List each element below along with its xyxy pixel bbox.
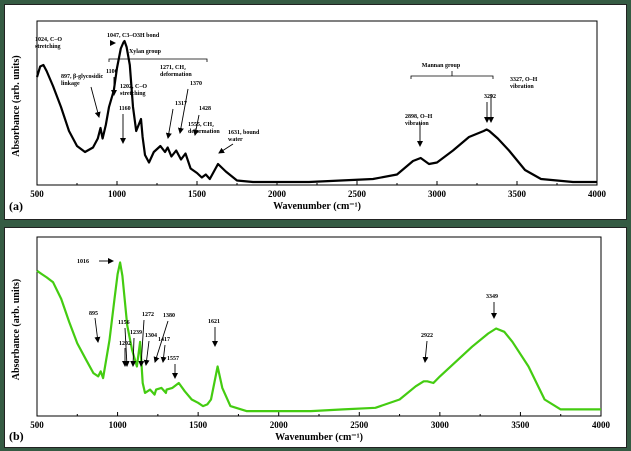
peak-annotation: 1156	[118, 320, 130, 326]
peak-annotation: 1417	[158, 337, 170, 343]
peak-arrow	[130, 337, 137, 367]
x-tick-label: 4000	[592, 420, 611, 430]
peak-arrow	[422, 340, 429, 363]
peak-annotation: 3349	[486, 294, 498, 300]
peak-annotation: 1304	[145, 333, 157, 339]
peak-annotation: 1016	[77, 259, 89, 265]
peak-arrow	[94, 317, 101, 343]
spectrum-line	[35, 39, 597, 184]
xylan-bracket	[108, 58, 208, 62]
x-tick-label: 1500	[188, 189, 207, 199]
peak-arrow	[177, 88, 189, 134]
x-tick-label: 2500	[348, 189, 367, 199]
peak-arrow	[165, 108, 174, 139]
panel-label: (b)	[9, 429, 24, 443]
x-tick-label: 3500	[508, 189, 527, 199]
x-tick-label: 2000	[270, 420, 289, 430]
x-tick-label: 1000	[108, 189, 127, 199]
x-tick-label: 4000	[588, 189, 607, 199]
peak-arrow	[153, 320, 169, 363]
x-tick-label: 3000	[431, 420, 450, 430]
peak-annotation: 1370	[190, 81, 202, 87]
peak-annotation: 1202, C–O stretching	[120, 84, 147, 97]
peak-annotation: 1160	[119, 106, 131, 112]
x-axis-title: Wavenumber (cm⁻¹)	[275, 432, 363, 443]
x-tick-label: 3000	[428, 189, 447, 199]
x-axis-title: Wavenumber (cm⁻¹)	[273, 201, 361, 212]
peak-annotation: 1100	[106, 69, 118, 75]
mannan-bracket	[410, 75, 494, 79]
x-tick-label: 1000	[109, 420, 128, 430]
peak-arrow	[123, 327, 130, 367]
peak-arrow	[218, 143, 234, 154]
peak-annotation: Mannan group	[422, 63, 461, 69]
spectrum-line	[36, 261, 601, 413]
peak-annotation: 2898, O–H vibration	[405, 114, 433, 127]
peak-annotation: 897, β-glycosidic linkage	[61, 74, 103, 87]
peak-arrow	[143, 340, 150, 366]
peak-annotation: 1271, CH₂ deformation	[160, 65, 192, 78]
peak-annotation: 3292	[484, 94, 496, 100]
peak-annotation: Xylan group	[129, 49, 162, 55]
peak-annotation: 1024, C–O stretching	[35, 37, 62, 50]
ftir-chart-a: 500 1000 1500 2000 2500 3000 3500 4000 Wavenumbe…	[9, 20, 607, 213]
peak-annotation: 1557	[167, 356, 179, 362]
peak-annotation: 1428	[199, 106, 211, 112]
peak-annotation: 1555, CH₂ deformation	[188, 122, 220, 135]
panel-label: (a)	[9, 199, 23, 213]
peak-annotation: 3327, O–H vibration	[510, 77, 538, 90]
peak-arrow	[193, 114, 200, 136]
x-tick-label: 2500	[350, 420, 369, 430]
x-tick-label: 500	[30, 189, 44, 199]
peak-annotation: 1272	[142, 312, 154, 318]
peak-arrow	[160, 344, 167, 363]
chart-panel-a: 500 1000 1500 2000 2500 3000 3500 4000 Wavenumbe…	[4, 4, 627, 220]
peak-annotation: 1202	[119, 341, 131, 347]
ftir-chart-b: 500 1000 1500 2000 2500 3000 3500 4000 Wavenumbe…	[9, 236, 611, 443]
x-tick-label: 500	[30, 420, 44, 430]
y-axis-title: Absorbance (arb. units)	[11, 55, 22, 156]
peak-annotation: 1621	[208, 319, 220, 325]
peak-annotation: 1380	[163, 313, 175, 319]
x-tick-label: 2000	[268, 189, 287, 199]
y-axis-title: Absorbance (arb. units)	[11, 279, 22, 380]
plot-frame	[36, 236, 602, 417]
peak-annotation: 895	[89, 311, 98, 317]
peak-annotation: 2922	[421, 333, 433, 339]
peak-arrow	[90, 86, 101, 118]
chart-panel-b: 500 1000 1500 2000 2500 3000 3500 4000 Wavenumbe…	[4, 227, 627, 448]
peak-annotation: 1631, bound water	[228, 130, 260, 143]
x-tick-label: 3500	[511, 420, 530, 430]
peak-annotation: 1317	[175, 101, 187, 107]
peak-annotation: 1239	[130, 330, 142, 336]
peak-arrow	[138, 319, 145, 367]
peak-annotation: 1047, C3–O3H bond	[107, 33, 160, 39]
x-tick-label: 1500	[189, 420, 208, 430]
